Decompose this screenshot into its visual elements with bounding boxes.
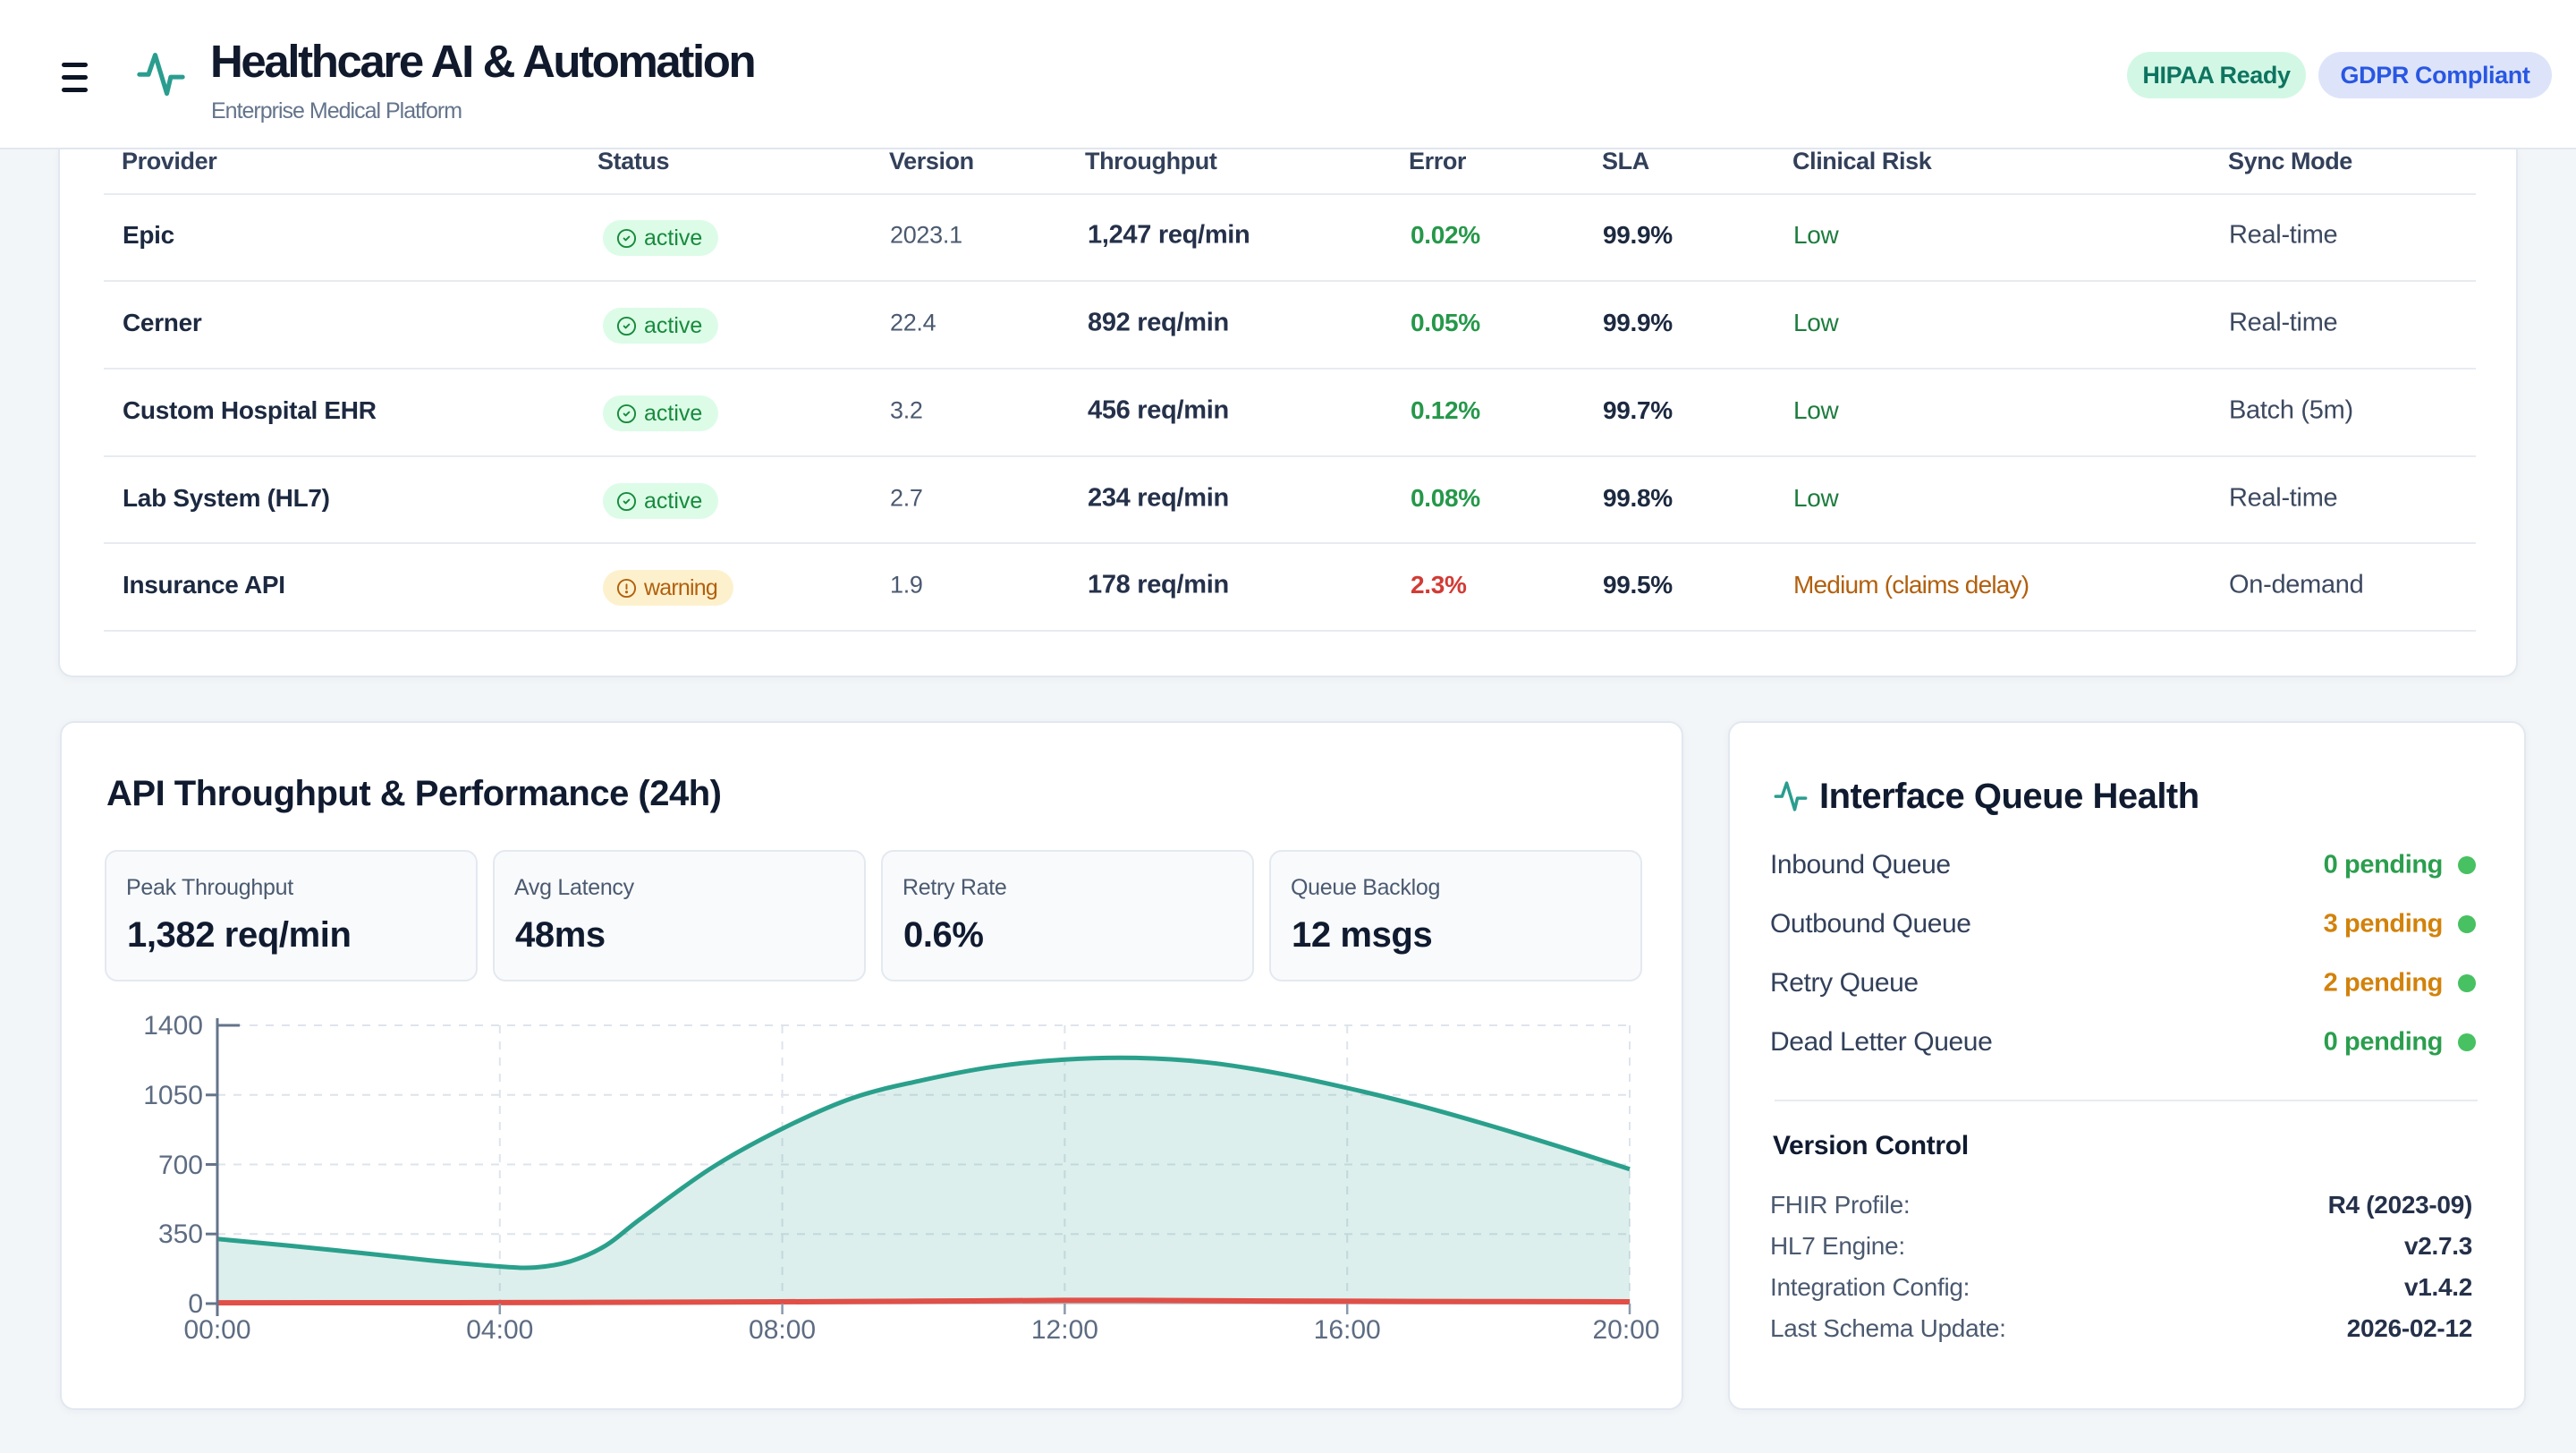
svg-text:04:00: 04:00 <box>466 1315 533 1345</box>
svg-text:1400: 1400 <box>143 1011 203 1041</box>
svg-text:1050: 1050 <box>143 1081 203 1110</box>
svg-text:700: 700 <box>158 1151 203 1180</box>
svg-text:08:00: 08:00 <box>749 1315 816 1345</box>
svg-text:20:00: 20:00 <box>1592 1315 1659 1345</box>
svg-text:350: 350 <box>158 1219 203 1249</box>
svg-text:16:00: 16:00 <box>1314 1315 1381 1345</box>
svg-text:00:00: 00:00 <box>183 1315 250 1345</box>
svg-text:12:00: 12:00 <box>1031 1315 1098 1345</box>
svg-text:0: 0 <box>188 1289 203 1319</box>
